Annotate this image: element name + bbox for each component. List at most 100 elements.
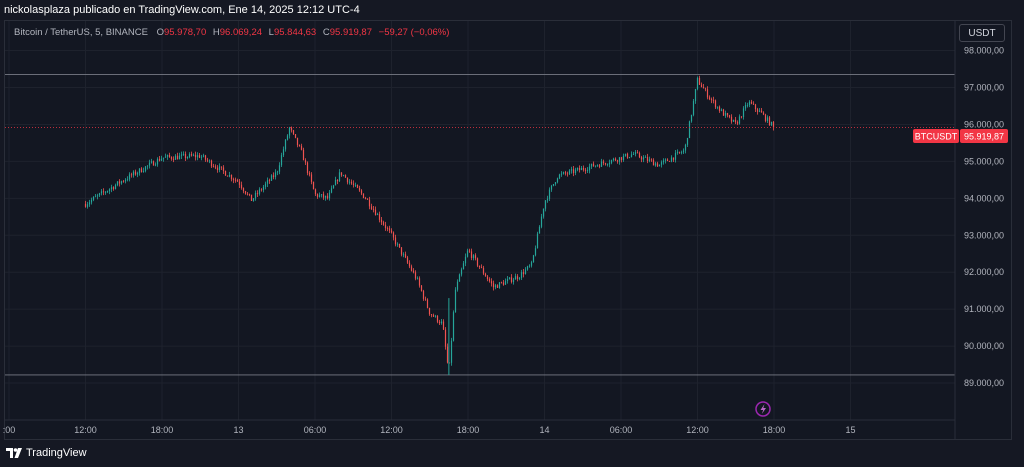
- candle-body: [690, 114, 693, 122]
- candle: [114, 183, 117, 190]
- candle-body: [278, 165, 281, 172]
- candle-body: [728, 115, 731, 117]
- candle: [360, 189, 363, 196]
- candle-body: [662, 160, 665, 163]
- candle: [382, 220, 385, 226]
- published-by-text: nickolasplaza publicado en TradingView.c…: [4, 4, 360, 16]
- candle-body: [266, 180, 269, 184]
- candle-body: [208, 160, 211, 162]
- time-tick-label: 12:00: [74, 425, 97, 435]
- currency-button[interactable]: USDT: [959, 24, 1005, 42]
- candle-body: [426, 299, 429, 308]
- candle: [584, 167, 587, 174]
- candle: [182, 151, 185, 156]
- candle-body: [474, 255, 477, 259]
- candle: [412, 268, 415, 274]
- candle: [358, 185, 361, 192]
- lightning-icon[interactable]: [755, 401, 771, 417]
- candle: [306, 161, 309, 176]
- candle: [180, 151, 183, 160]
- candle-body: [172, 158, 175, 160]
- candle-body: [488, 279, 491, 282]
- candle: [190, 151, 193, 157]
- candle: [434, 314, 437, 318]
- candle-body: [96, 195, 99, 197]
- candle: [446, 343, 449, 364]
- candle-body: [376, 214, 379, 215]
- candle-body: [588, 166, 591, 171]
- candle-body: [354, 184, 357, 186]
- candle-body: [334, 179, 337, 186]
- price-tag-symbol-box: [913, 129, 959, 143]
- candle: [350, 179, 353, 185]
- candle-body: [440, 321, 443, 324]
- high-label: H: [212, 27, 220, 38]
- candle: [448, 362, 451, 364]
- candle: [458, 273, 461, 282]
- candle-body: [486, 276, 489, 280]
- candle: [572, 166, 575, 177]
- time-tick-label: 06:00: [610, 425, 633, 435]
- candle: [422, 289, 425, 301]
- candle: [746, 102, 749, 108]
- price-axis[interactable]: 98.000,00 97.000,00 96.000,00 95.000,00 94.0…: [964, 46, 1004, 389]
- candle: [272, 172, 275, 180]
- candle: [162, 157, 165, 162]
- candle-body: [754, 104, 757, 110]
- candle: [592, 161, 595, 167]
- candle-body: [192, 154, 195, 156]
- candle: [766, 115, 769, 123]
- candle: [164, 153, 167, 158]
- price-tick-label: 94.000,00: [964, 193, 1004, 203]
- candle: [604, 162, 607, 166]
- candle-body: [166, 155, 169, 157]
- candle: [118, 179, 121, 187]
- candle: [566, 171, 569, 177]
- candle-body: [640, 157, 643, 160]
- price-tag: BTCUSDT 95.919,87: [913, 129, 1008, 143]
- candle: [758, 108, 761, 113]
- candle: [538, 225, 541, 234]
- symbol-name[interactable]: Bitcoin / TetherUS, 5, BINANCE: [14, 27, 148, 38]
- candle: [198, 153, 201, 159]
- candle-body: [322, 194, 325, 198]
- candle: [244, 190, 247, 195]
- candle: [312, 181, 315, 190]
- candle: [420, 285, 423, 292]
- candle-body: [138, 168, 141, 173]
- candle: [574, 167, 577, 176]
- candle-body: [194, 154, 197, 158]
- candle: [528, 264, 531, 268]
- candle-body: [550, 185, 553, 190]
- candle-body: [624, 153, 627, 156]
- time-tick-label: :00: [3, 425, 16, 435]
- candle-body: [184, 153, 187, 159]
- candle-body: [668, 161, 671, 162]
- candle-body: [706, 89, 709, 98]
- candle-body: [304, 160, 307, 163]
- candle: [454, 287, 457, 313]
- candle-body: [478, 265, 481, 268]
- candle-body: [450, 340, 453, 363]
- candle: [120, 180, 123, 185]
- candle: [494, 283, 497, 290]
- candle-body: [202, 155, 205, 157]
- candle-body: [156, 158, 159, 165]
- candle: [616, 159, 619, 164]
- candle-body: [422, 290, 425, 299]
- candle: [764, 113, 767, 123]
- candle: [682, 148, 685, 155]
- candle: [638, 151, 641, 159]
- candle: [514, 273, 517, 280]
- time-axis[interactable]: :00 12:00 18:00 13 06:00 12:00 18:00 14 06:00 12:…: [3, 425, 856, 435]
- candle-body: [382, 222, 385, 225]
- candle: [98, 192, 101, 197]
- candle: [388, 225, 391, 234]
- candle-body: [620, 157, 623, 160]
- candle-body: [132, 171, 135, 176]
- candle: [624, 153, 627, 157]
- candle-body: [552, 183, 555, 186]
- candle-body: [214, 166, 217, 168]
- candle: [128, 172, 131, 182]
